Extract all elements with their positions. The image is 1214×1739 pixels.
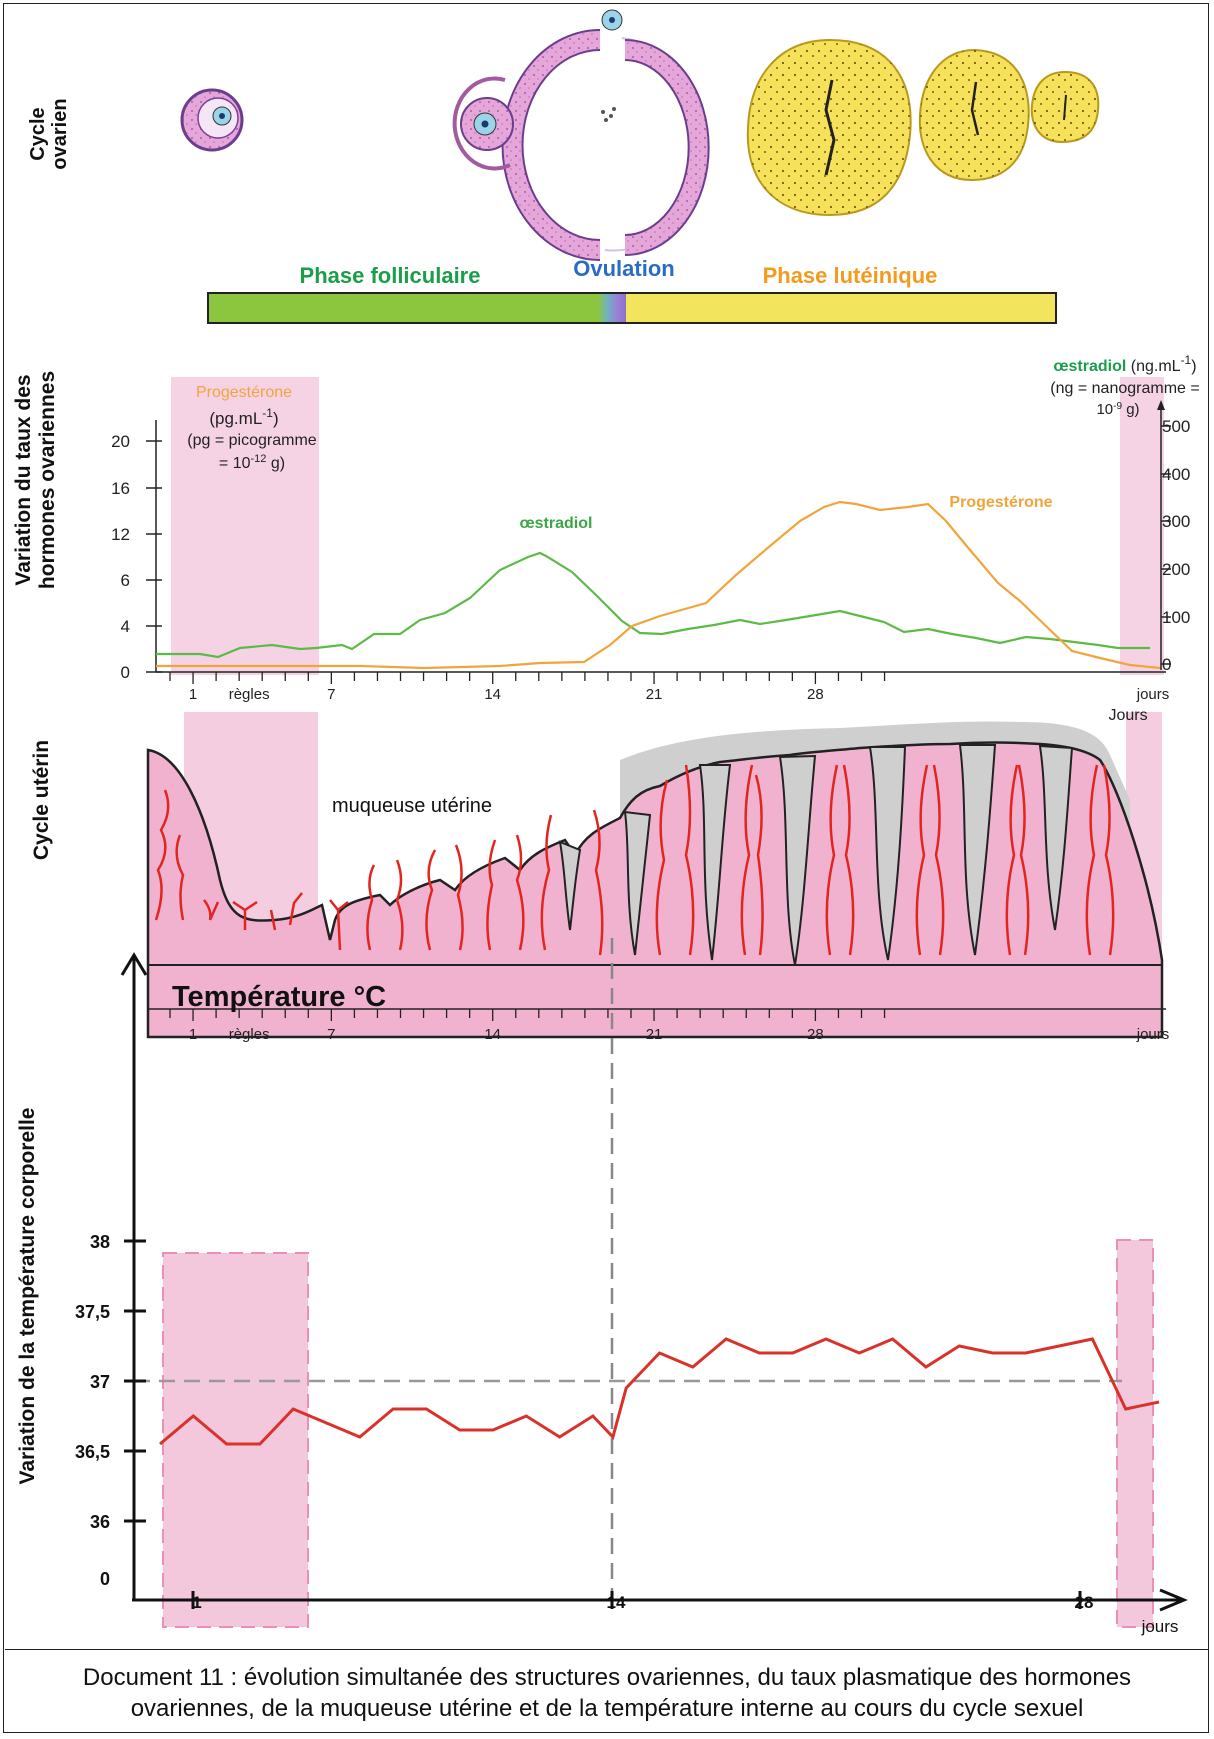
temperature-y-tick-label: 0	[100, 1569, 110, 1589]
caption-line-1: Document 11 : évolution simultanée des s…	[82, 1664, 1132, 1691]
day-tick-label: 7	[327, 686, 335, 703]
hormone-right-tick-label: 500	[1162, 417, 1190, 436]
day-tick-label: 21	[646, 1026, 663, 1043]
temperature-y-tick-label: 36	[90, 1512, 110, 1532]
hormone-right-tick-label: 200	[1162, 560, 1190, 579]
nanogram-definition-2: 10-9 g)	[1096, 401, 1139, 419]
hormone-right-tick-label: 300	[1162, 512, 1190, 531]
menses-label: règles	[229, 1026, 270, 1043]
temperature-x-tick-label: 14	[607, 1593, 626, 1612]
hormone-right-tick-label: 400	[1162, 465, 1190, 484]
picogram-definition-1: (pg = picogramme	[187, 432, 316, 449]
uterine-chart: muqueuse utérine Jours 1 7 14 21 28 règles jou…	[146, 707, 1170, 1043]
days-top-label: Jours	[1108, 707, 1147, 724]
hormone-left-tick-label: 20	[111, 432, 130, 451]
menses-band-temperature	[162, 1252, 309, 1628]
hormone-right-axis: 0 100 200 300 400 500	[1161, 417, 1190, 674]
estradiol-curve-label: œstradiol	[520, 515, 593, 532]
day-tick-label: 14	[484, 1026, 501, 1043]
day-tick-label: 28	[807, 686, 824, 703]
endometrium-tissue	[146, 741, 1164, 1039]
hormone-right-tick-label: 100	[1162, 608, 1190, 627]
hormone-left-tick-label: 6	[121, 571, 130, 590]
hormone-right-tick-label: 0	[1162, 655, 1171, 674]
progesterone-curve	[156, 500, 1161, 670]
estradiol-curve	[156, 551, 1150, 659]
temperature-curve	[159, 1337, 1160, 1446]
estradiol-legend-title: œstradiol (ng.mL-1)	[1053, 353, 1196, 375]
hormone-x-axis: 1 7 14 21 28 règles jours	[169, 672, 1170, 703]
corpus-luteum-medium	[918, 48, 1030, 182]
hormone-left-tick-label: 4	[121, 617, 130, 636]
day-tick-label: 7	[327, 1026, 335, 1043]
hormone-left-axis: 0 4 6 12 16 20	[111, 432, 162, 682]
temperature-y-tick-label: 36,5	[75, 1442, 110, 1462]
hormone-left-tick-label: 16	[111, 479, 130, 498]
uterus-x-axis: 1 7 14 21 28 règles jours	[169, 1009, 1170, 1043]
temperature-y-tick-label: 38	[90, 1232, 110, 1252]
progesterone-legend-title: Progestérone	[196, 384, 292, 401]
day-tick-label: 1	[189, 1026, 197, 1043]
ovarian-structures	[180, 9, 1100, 261]
uterine-cycle-label: Cycle utérin	[30, 740, 53, 860]
day-tick-label: 28	[807, 1026, 824, 1043]
ovarian-cycle-label-2: ovarien	[49, 98, 71, 169]
ruptured-follicle-drawing	[601, 9, 710, 256]
next-menses-band-temperature	[1116, 1239, 1154, 1628]
temperature-x-tick-label: 1	[192, 1593, 201, 1612]
caption-line-2: ovariennes, de la muqueuse utérine et de…	[130, 1695, 1084, 1722]
day-tick-label: 1	[189, 686, 197, 703]
days-axis-label: jours	[1136, 1026, 1170, 1043]
menses-band-hormones	[171, 377, 319, 675]
temperature-x-tick-label: 28	[1075, 1593, 1094, 1612]
mature-follicle-drawing	[452, 29, 601, 261]
temperature-title: Température °C	[172, 981, 386, 1013]
nanogram-definition-1: (ng = nanogramme =	[1050, 380, 1199, 397]
temperature-y-axis: 0 36 36,5 37 37,5 38	[75, 1232, 146, 1589]
temperature-axis-label: Variation de la température corporelle	[16, 1108, 39, 1485]
day-tick-label: 14	[484, 686, 501, 703]
mucosa-label: muqueuse utérine	[332, 795, 492, 817]
corpus-luteum-large	[746, 38, 912, 217]
menses-label: règles	[229, 686, 270, 703]
picogram-definition-2: = 10-12 g)	[219, 453, 285, 472]
phase-bar: Phase folliculaire Ovulation Phase lutéi…	[207, 256, 1057, 324]
ovulation-label: Ovulation	[573, 256, 674, 281]
temperature-days-label: jours	[1141, 1617, 1179, 1636]
hormone-left-tick-label: 0	[121, 663, 130, 682]
temperature-y-tick-label: 37,5	[75, 1302, 110, 1322]
uterine-glands	[558, 744, 1074, 966]
ovarian-cycle-label-1: Cycle	[27, 107, 49, 160]
progesterone-unit: (pg.mL-1)	[209, 406, 278, 428]
figure-caption: Document 11 : évolution simultanée des s…	[5, 1649, 1209, 1724]
temperature-y-tick-label: 37	[90, 1372, 110, 1392]
days-axis-label: jours	[1136, 686, 1170, 703]
primary-follicle-drawing	[180, 88, 244, 152]
temperature-x-axis: 1 14 28 jours	[191, 1591, 1179, 1636]
spiral-arteries	[154, 764, 1115, 956]
hormone-chart: 0 4 6 12 16 20 0 100 200 300 400 500 1 7 14 21 28 règle…	[111, 353, 1200, 703]
follicular-phase-label: Phase folliculaire	[300, 263, 481, 288]
hormone-axis-label-2: hormones ovariennes	[36, 371, 59, 589]
luteal-phase-label: Phase lutéinique	[763, 263, 938, 288]
next-menses-band-hormones	[1120, 377, 1164, 675]
day-tick-label: 21	[646, 686, 663, 703]
hormone-axis-label-1: Variation du taux des	[12, 374, 35, 585]
progesterone-curve-label: Progestérone	[949, 494, 1052, 511]
temperature-chart: 0 36 36,5 37 37,5 38 1 14 28 jours Température °…	[75, 938, 1188, 1636]
document-frame	[3, 3, 1209, 1733]
corpus-albicans-small	[1030, 70, 1100, 144]
hormone-left-tick-label: 12	[111, 525, 130, 544]
